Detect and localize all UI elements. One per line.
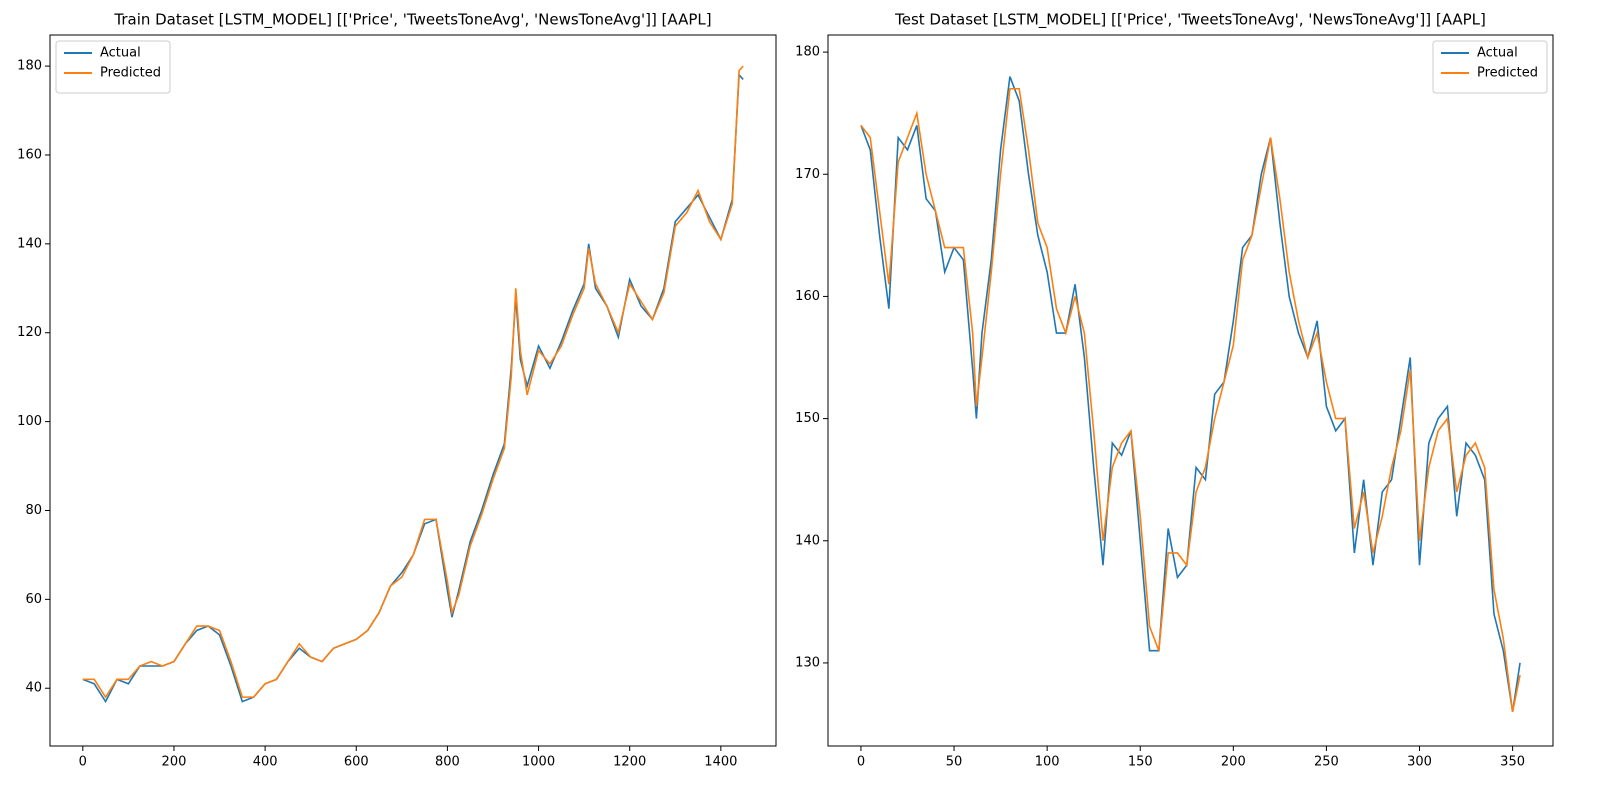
- panel: Test Dataset [LSTM_MODEL] [['Price', 'Tw…: [795, 11, 1554, 770]
- line-series: [82, 73, 744, 704]
- legend-label: Actual: [1477, 46, 1518, 61]
- x-tick-label: 350: [1500, 755, 1525, 770]
- y-tick-label: 120: [17, 325, 42, 340]
- y-tick-label: 150: [795, 411, 820, 426]
- legend-label: Predicted: [1477, 66, 1538, 81]
- x-tick-label: 800: [435, 755, 460, 770]
- plot-area: [82, 65, 744, 704]
- legend: Actual Predicted: [55, 40, 171, 94]
- line-series: [82, 65, 744, 699]
- y-tick-label: 160: [795, 289, 820, 304]
- line-series: [860, 76, 1521, 712]
- legend: Actual Predicted: [1432, 40, 1548, 94]
- x-tick-label: 300: [1407, 755, 1432, 770]
- y-tick-label: 80: [25, 503, 42, 518]
- axes-frame: [49, 34, 777, 747]
- y-tick-label: 140: [17, 236, 42, 251]
- x-tick-label: 250: [1314, 755, 1339, 770]
- x-tick-label: 600: [344, 755, 369, 770]
- x-tick-label: 1200: [613, 755, 646, 770]
- x-tick-label: 100: [1035, 755, 1060, 770]
- y-tick-label: 180: [795, 45, 820, 60]
- x-tick-label: 50: [946, 755, 963, 770]
- y-tick-label: 60: [25, 592, 42, 607]
- plot-area: [860, 76, 1521, 712]
- x-tick-label: 200: [162, 755, 187, 770]
- axes-frame: [827, 34, 1554, 747]
- y-tick-label: 140: [795, 533, 820, 548]
- chart-title: Test Dataset [LSTM_MODEL] [['Price', 'Tw…: [894, 11, 1486, 30]
- chart-title: Train Dataset [LSTM_MODEL] [['Price', 'T…: [113, 11, 711, 30]
- x-tick-label: 200: [1221, 755, 1246, 770]
- x-tick-label: 1400: [704, 755, 737, 770]
- y-tick-label: 100: [17, 414, 42, 429]
- y-tick-label: 180: [17, 59, 42, 74]
- y-tick-label: 160: [17, 147, 42, 162]
- x-tick-label: 0: [79, 755, 87, 770]
- y-tick-label: 40: [25, 681, 42, 696]
- panel: Train Dataset [LSTM_MODEL] [['Price', 'T…: [17, 11, 777, 770]
- y-tick-label: 130: [795, 655, 820, 670]
- x-tick-label: 400: [253, 755, 278, 770]
- x-tick-label: 150: [1128, 755, 1153, 770]
- line-series: [860, 87, 1521, 712]
- x-tick-label: 1000: [522, 755, 555, 770]
- y-tick-label: 170: [795, 167, 820, 182]
- legend-label: Predicted: [100, 66, 161, 81]
- x-tick-label: 0: [857, 755, 865, 770]
- legend-label: Actual: [100, 46, 141, 61]
